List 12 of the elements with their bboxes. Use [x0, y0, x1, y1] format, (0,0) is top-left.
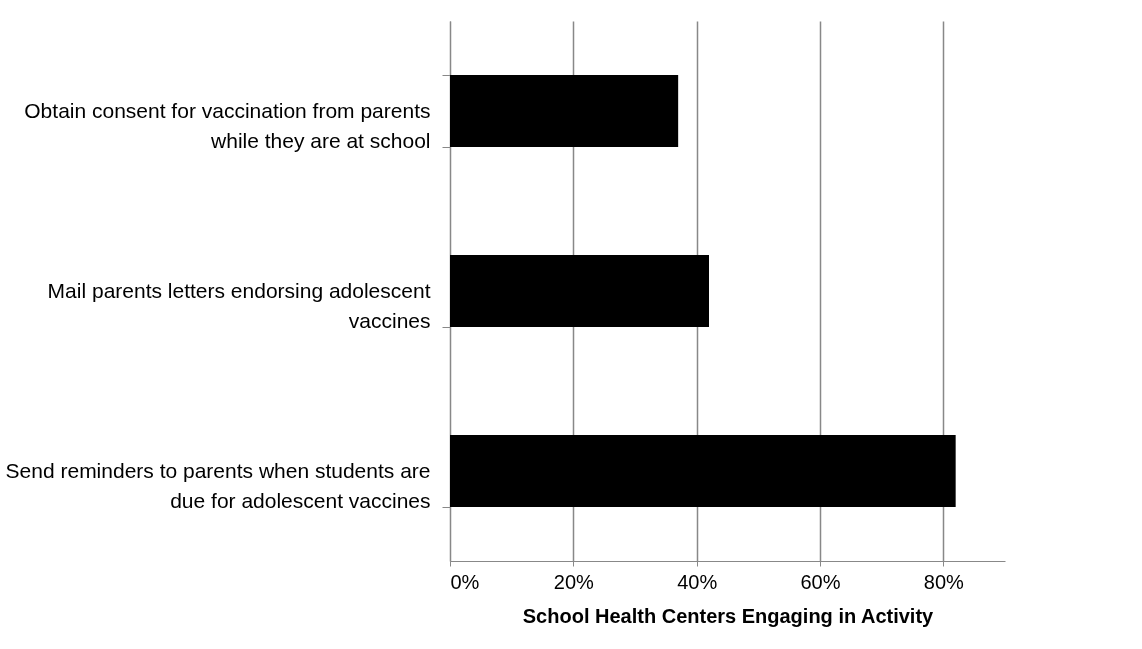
bar [450, 255, 709, 327]
bar [450, 75, 679, 147]
y-tick-label: Mail parents letters endorsing adolescent vaccines [47, 278, 431, 332]
x-tick-label: 60% [800, 570, 841, 593]
y-tick-label: Obtain consent for vaccination from parents while they are at school [24, 98, 431, 152]
y-tick-label: Send reminders to parents when students are due for adolescent vaccines [5, 458, 431, 512]
x-tick-label: 40% [677, 570, 718, 593]
x-axis-title: School Health Centers Engaging in Activity [522, 604, 935, 627]
x-tick-label: 80% [923, 570, 965, 593]
bar [450, 435, 956, 507]
x-tick-label: 20% [553, 570, 595, 593]
x-tick-label: 0% [450, 570, 480, 593]
